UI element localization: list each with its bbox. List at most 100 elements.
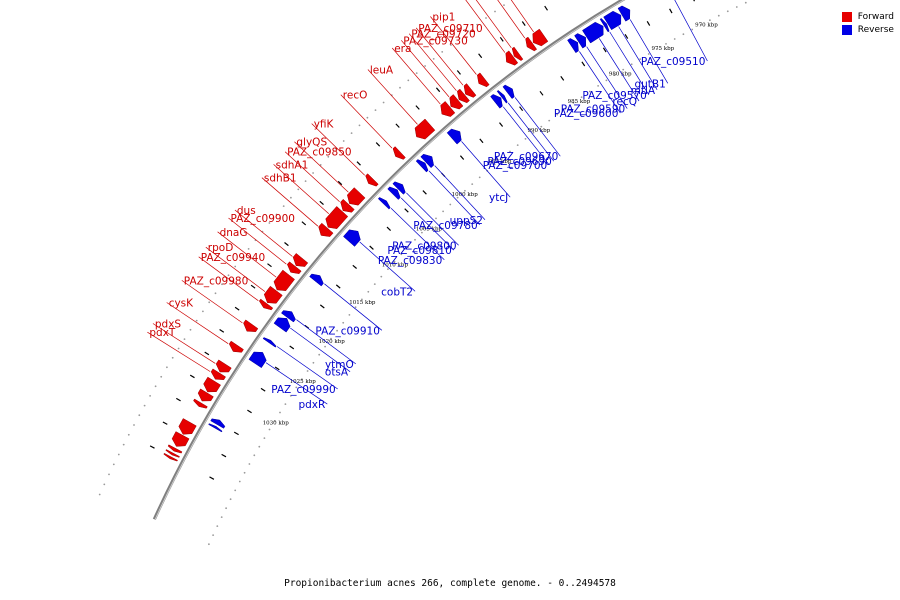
forward-gene [178, 418, 197, 435]
outer-dot [297, 188, 300, 191]
scale-ticks: 970 kbp 975 kbp 980 kbp 985 kbp 990 kbp 995 k… [149, 0, 718, 480]
gene-PAZ_c09730 [449, 94, 464, 110]
minor-tick [624, 33, 629, 39]
gene-label-sdhA1: sdhA1 [276, 159, 309, 171]
gene-PAZ_c09720 [457, 88, 470, 104]
label-leader-line [181, 280, 243, 324]
inner-dot [639, 58, 642, 60]
gene-label-ytmO: ytmO [325, 359, 354, 371]
outer-dot [183, 338, 186, 340]
inner-dot [342, 321, 345, 324]
outer-dot [350, 132, 353, 135]
inner-dot [284, 403, 287, 405]
label-leader-line [629, 19, 669, 84]
outer-dot [138, 414, 141, 417]
gene-era [440, 101, 456, 117]
minor-tick [422, 190, 427, 195]
outer-dot [221, 283, 223, 286]
inner-dot [380, 275, 383, 278]
gene-yfiK [365, 173, 379, 187]
minor-tick [415, 105, 420, 110]
inner-dot [421, 231, 423, 234]
gene-pdxR [248, 351, 267, 369]
outer-dot [358, 124, 361, 127]
gene-PAZ_c09980 [243, 319, 259, 332]
gene-label-PAZ_c09940: PAZ_c09940 [201, 252, 265, 264]
outer-dot [108, 473, 110, 476]
outer-dot [407, 79, 410, 82]
inner-dot [605, 79, 608, 82]
inner-dot [501, 156, 504, 159]
inner-dot [682, 33, 685, 36]
gene-label-pdxS: pdxS [155, 319, 182, 331]
minor-tick [499, 36, 504, 42]
minor-tick [162, 421, 168, 425]
gene-label-yfiK: yfiK [314, 119, 335, 131]
inner-dot [464, 189, 466, 192]
gene-label-PAZ_c09850: PAZ_c09850 [287, 147, 351, 159]
label-leader-line [510, 0, 534, 33]
outer-dot [202, 310, 204, 313]
gene-glyQS [347, 187, 366, 206]
gene-label-cysK: cysK [169, 298, 194, 310]
inner-dot [478, 176, 481, 179]
inner-dot [414, 238, 416, 241]
minor-tick [459, 155, 465, 160]
gene-label-cobT2: cobT2 [381, 286, 413, 298]
inner-dot [622, 68, 625, 71]
label-leader-line [609, 31, 650, 95]
outer-dot [160, 375, 163, 378]
inner-dot [289, 394, 292, 397]
inner-dot [548, 119, 551, 122]
outer-dot [208, 301, 211, 304]
inner-dot [225, 507, 228, 510]
inner-dot [572, 102, 575, 104]
inner-dot [301, 378, 303, 381]
gene-label-PAZ_c09830: PAZ_c09830 [378, 255, 442, 267]
label-leader-line [217, 231, 277, 278]
legend-forward-swatch [841, 11, 852, 22]
inner-dot [336, 329, 338, 332]
outer-dot [112, 463, 115, 466]
minor-tick [521, 21, 526, 26]
inner-dot [238, 480, 241, 483]
gene-label-recQ: recQ [612, 96, 637, 108]
inner-dot [656, 48, 659, 50]
minor-tick [289, 345, 295, 350]
scale-tick-label: 1000 kbp [452, 192, 479, 198]
minor-tick [274, 366, 280, 371]
inner-dot [387, 268, 389, 270]
inner-dot [268, 428, 271, 431]
inner-dot [580, 96, 583, 99]
minor-tick [369, 245, 374, 250]
inner-dot [735, 6, 738, 8]
minor-tick [319, 304, 325, 309]
label-leader-line [599, 38, 640, 102]
inner-dot [253, 454, 256, 457]
backbone-arc [152, 0, 626, 520]
label-leader-line [408, 33, 457, 91]
gene-label-dus: dus [237, 205, 256, 217]
minor-tick [669, 8, 673, 14]
legend-reverse: Reverse [841, 23, 894, 36]
outer-dot [240, 256, 243, 259]
outer-dot [98, 493, 101, 496]
gene-label-uppS2: uppS2 [450, 215, 483, 227]
gene-PAZ_c09830 [377, 197, 391, 210]
gene-PAZ_c09990 [262, 337, 277, 348]
outer-dot [319, 164, 322, 166]
label-leader-line [465, 0, 506, 53]
gene-label-ytcJ: ytcJ [489, 192, 508, 204]
forward-gene [197, 388, 214, 402]
gene-label-era: era [394, 43, 411, 55]
label-leader-line [205, 246, 266, 292]
gene-label-pip1: pip1 [432, 12, 455, 24]
gene-PAZ_c09690 [496, 90, 508, 104]
inner-dot [212, 534, 215, 536]
outer-dot [143, 404, 146, 407]
gene-PAZ_c09910 [309, 273, 324, 287]
outer-dot [399, 86, 401, 89]
outer-dot [312, 172, 314, 174]
legend: Forward Reverse [841, 10, 894, 36]
label-leader-line [261, 177, 319, 227]
